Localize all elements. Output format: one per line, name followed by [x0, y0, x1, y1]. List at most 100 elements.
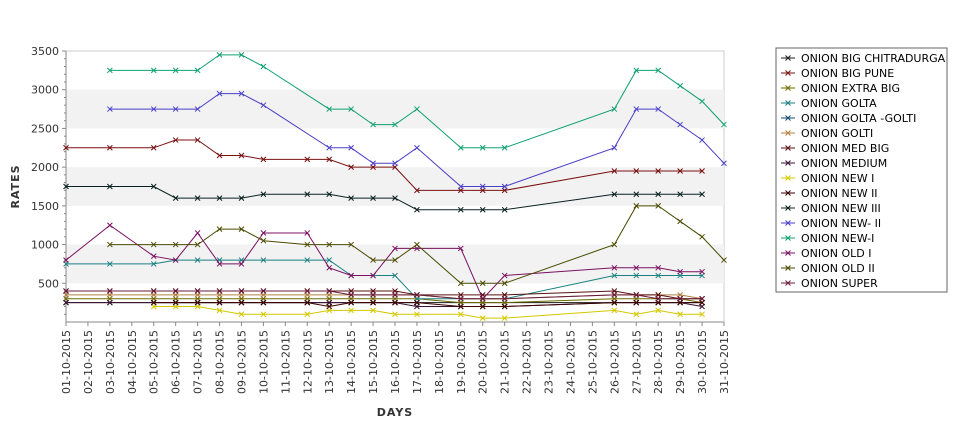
- data-point-marker: [414, 241, 420, 248]
- data-point-marker: [107, 67, 113, 74]
- data-point-marker: [611, 272, 618, 279]
- data-point-marker: [260, 191, 267, 198]
- data-point-marker: [194, 106, 201, 112]
- data-point-marker: [304, 311, 311, 318]
- data-point-marker: [260, 257, 267, 263]
- data-point-marker: [260, 288, 267, 294]
- grid-band: [66, 244, 724, 284]
- y-tick-label: 500: [38, 277, 59, 290]
- series-line: [65, 224, 703, 300]
- x-tick-label: 25-10-2015: [586, 330, 599, 394]
- data-point-marker: [414, 144, 420, 151]
- series-line: [109, 205, 725, 284]
- data-point-marker: [655, 67, 662, 74]
- data-point-marker: [326, 156, 333, 163]
- data-point-marker: [107, 241, 113, 248]
- data-point-marker: [150, 241, 157, 248]
- data-point-marker: [479, 280, 486, 287]
- series-layer: [63, 52, 727, 321]
- legend-item: ONION GOLTA -GOLTI: [781, 112, 916, 125]
- y-tick-label: 1500: [31, 200, 59, 213]
- data-point-marker: [479, 206, 486, 213]
- x-tick-label: 18-10-2015: [433, 330, 446, 394]
- data-point-marker: [172, 288, 179, 294]
- x-tick-label: 19-10-2015: [455, 330, 468, 394]
- legend-swatch-marker: [785, 160, 791, 166]
- data-point-marker: [172, 137, 179, 143]
- data-point-marker: [172, 257, 179, 263]
- x-axis: 01-10-2015 02-10-2015 03-10-2015 04-10-2015…: [60, 321, 731, 394]
- x-axis-title: DAYS: [377, 406, 413, 419]
- data-point-marker: [633, 299, 640, 306]
- legend-swatch-marker: [785, 130, 791, 136]
- data-point-marker: [655, 168, 662, 174]
- data-point-marker: [699, 233, 705, 240]
- data-point-marker: [370, 160, 376, 167]
- data-point-marker: [348, 307, 354, 314]
- x-tick-label: 01-10-2015: [60, 330, 73, 394]
- data-point-marker: [260, 299, 267, 306]
- series-line: [66, 186, 703, 211]
- data-point-marker: [304, 299, 311, 306]
- data-point-marker: [633, 203, 640, 209]
- legend-label: ONION NEW III: [801, 202, 881, 215]
- legend-item: ONION NEW-I: [781, 232, 874, 245]
- data-point-marker: [633, 168, 640, 174]
- data-point-marker: [304, 156, 311, 163]
- legend-item: ONION NEW III: [781, 202, 881, 215]
- data-point-marker: [216, 90, 223, 97]
- data-point-marker: [633, 67, 640, 74]
- data-point-marker: [457, 295, 464, 302]
- data-point-marker: [392, 257, 398, 263]
- data-point-marker: [414, 299, 420, 306]
- x-tick-label: 04-10-2015: [126, 330, 139, 394]
- legend-label: ONION MED BIG: [801, 142, 889, 155]
- data-point-marker: [238, 195, 245, 201]
- legend-label: ONION EXTRA BIG: [801, 82, 900, 95]
- data-point-marker: [107, 288, 113, 294]
- legend-item: ONION OLD II: [781, 262, 875, 275]
- series-line: [66, 139, 703, 191]
- data-point-marker: [370, 121, 376, 128]
- data-point-marker: [348, 299, 354, 306]
- x-tick-label: 03-10-2015: [104, 330, 117, 394]
- data-point-marker: [370, 272, 376, 279]
- series-onion-super: [63, 288, 705, 302]
- data-point-marker: [150, 261, 157, 267]
- data-point-marker: [194, 230, 201, 236]
- data-point-marker: [63, 257, 69, 263]
- x-tick-label: 24-10-2015: [564, 330, 577, 394]
- data-point-marker: [370, 195, 376, 201]
- data-point-marker: [479, 183, 486, 190]
- data-point-marker: [216, 288, 223, 294]
- y-axis-title: RATES: [9, 164, 22, 208]
- data-point-marker: [699, 98, 705, 105]
- x-tick-label: 17-10-2015: [411, 330, 424, 394]
- data-point-marker: [699, 268, 705, 275]
- data-point-marker: [611, 191, 618, 198]
- data-point-marker: [63, 144, 69, 151]
- data-point-marker: [633, 311, 640, 318]
- y-tick-label: 3500: [31, 45, 59, 58]
- legend-label: ONION NEW-I: [801, 232, 874, 245]
- legend-label: ONION BIG CHITRADURGA: [801, 52, 946, 65]
- data-point-marker: [633, 292, 640, 298]
- data-point-marker: [216, 307, 223, 314]
- data-point-marker: [370, 307, 376, 314]
- x-tick-label: 27-10-2015: [630, 330, 643, 394]
- data-point-marker: [655, 264, 662, 271]
- data-point-marker: [721, 160, 727, 167]
- data-point-marker: [414, 206, 420, 213]
- legend-swatch-marker: [785, 190, 791, 196]
- data-point-marker: [260, 156, 267, 163]
- data-point-marker: [677, 82, 683, 89]
- data-point-marker: [107, 144, 113, 151]
- legend-swatch-marker: [785, 205, 791, 211]
- data-point-marker: [150, 299, 157, 306]
- legend-item: ONION EXTRA BIG: [781, 82, 900, 95]
- data-point-marker: [501, 315, 508, 321]
- data-point-marker: [457, 303, 464, 310]
- data-point-marker: [238, 52, 245, 58]
- x-tick-label: 16-10-2015: [389, 330, 402, 394]
